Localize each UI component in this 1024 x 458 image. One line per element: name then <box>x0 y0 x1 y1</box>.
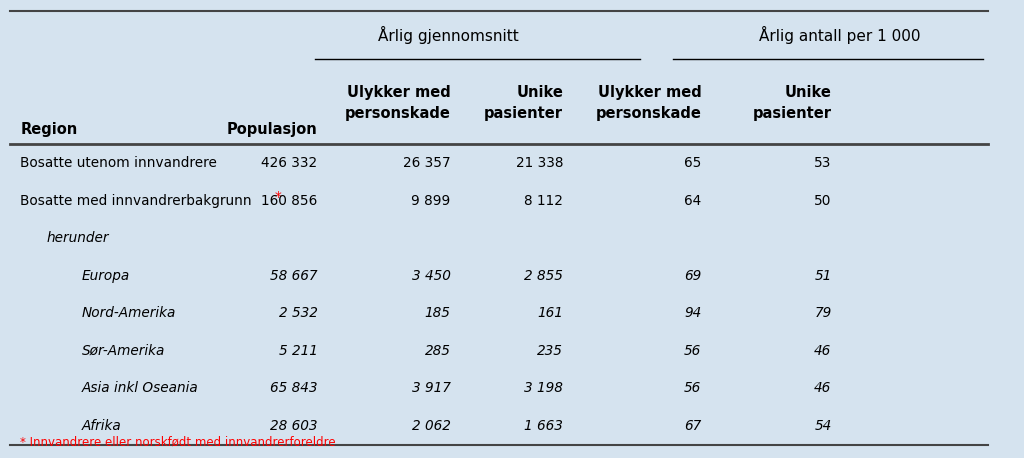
Text: 56: 56 <box>684 344 701 358</box>
Text: Ulykker med: Ulykker med <box>598 85 701 100</box>
Text: 58 667: 58 667 <box>270 269 317 283</box>
Text: 160 856: 160 856 <box>261 194 317 207</box>
Text: Unike: Unike <box>516 85 563 100</box>
Text: 28 603: 28 603 <box>270 419 317 433</box>
Text: 50: 50 <box>814 194 831 207</box>
Text: Unike: Unike <box>784 85 831 100</box>
Text: personskade: personskade <box>345 106 451 121</box>
Text: 235: 235 <box>538 344 563 358</box>
Text: Nord-Amerika: Nord-Amerika <box>82 306 176 320</box>
Text: 54: 54 <box>814 419 831 433</box>
Text: 426 332: 426 332 <box>261 156 317 170</box>
Text: Afrika: Afrika <box>82 419 122 433</box>
Text: 46: 46 <box>814 382 831 395</box>
Text: Årlig antall per 1 000: Årlig antall per 1 000 <box>759 26 921 44</box>
Text: 56: 56 <box>684 382 701 395</box>
Text: 26 357: 26 357 <box>402 156 451 170</box>
Text: 3 450: 3 450 <box>412 269 451 283</box>
Text: 8 112: 8 112 <box>524 194 563 207</box>
Text: 65 843: 65 843 <box>270 382 317 395</box>
Text: * Innvandrere eller norskfødt med innvandrerforeldre: * Innvandrere eller norskfødt med innvan… <box>20 436 336 448</box>
Text: 21 338: 21 338 <box>516 156 563 170</box>
Text: personskade: personskade <box>596 106 701 121</box>
Text: 3 917: 3 917 <box>412 382 451 395</box>
Text: 3 198: 3 198 <box>524 382 563 395</box>
Text: pasienter: pasienter <box>484 106 563 121</box>
Text: 53: 53 <box>814 156 831 170</box>
Text: Årlig gjennomsnitt: Årlig gjennomsnitt <box>378 26 519 44</box>
Text: 2 062: 2 062 <box>412 419 451 433</box>
Text: Asia inkl Oseania: Asia inkl Oseania <box>82 382 199 395</box>
Text: 51: 51 <box>814 269 831 283</box>
Text: 161: 161 <box>538 306 563 320</box>
Text: 64: 64 <box>684 194 701 207</box>
Text: Bosatte med innvandrerbakgrunn: Bosatte med innvandrerbakgrunn <box>20 194 252 207</box>
Text: Sør-Amerika: Sør-Amerika <box>82 344 165 358</box>
Text: herunder: herunder <box>46 231 109 245</box>
Text: 185: 185 <box>425 306 451 320</box>
Text: 67: 67 <box>684 419 701 433</box>
Text: 285: 285 <box>425 344 451 358</box>
Text: 5 211: 5 211 <box>279 344 317 358</box>
Text: Europa: Europa <box>82 269 130 283</box>
Text: *: * <box>274 190 282 204</box>
Text: 1 663: 1 663 <box>524 419 563 433</box>
Text: pasienter: pasienter <box>753 106 831 121</box>
Text: 2 855: 2 855 <box>524 269 563 283</box>
Text: Bosatte utenom innvandrere: Bosatte utenom innvandrere <box>20 156 217 170</box>
Text: 79: 79 <box>814 306 831 320</box>
Text: 2 532: 2 532 <box>279 306 317 320</box>
Text: 9 899: 9 899 <box>412 194 451 207</box>
Text: Ulykker med: Ulykker med <box>347 85 451 100</box>
Text: 46: 46 <box>814 344 831 358</box>
Text: 65: 65 <box>684 156 701 170</box>
Text: Region: Region <box>20 122 78 137</box>
Text: 69: 69 <box>684 269 701 283</box>
Text: 94: 94 <box>684 306 701 320</box>
Text: Populasjon: Populasjon <box>226 122 317 137</box>
